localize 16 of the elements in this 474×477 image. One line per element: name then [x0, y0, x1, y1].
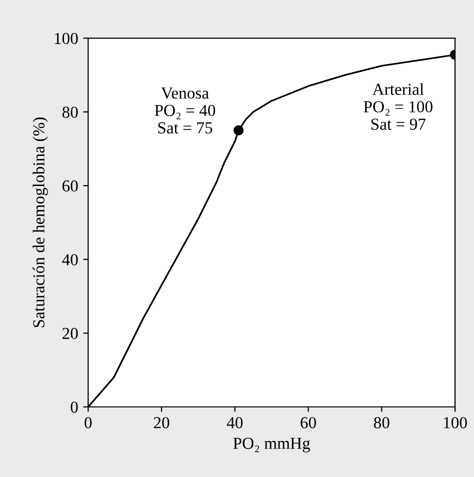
x-tick-label: 100 [444, 417, 467, 428]
x-tick-label: 60 [300, 417, 316, 428]
x-tick-label: 40 [226, 417, 243, 428]
x-axis-title: PO₂ mmHg [233, 438, 310, 452]
annotation: Arterial PO₂ = 100 Sat = 97 [364, 83, 432, 130]
y-tick-label: 20 [62, 328, 78, 340]
y-tick-label: 60 [62, 180, 78, 192]
x-tick-label: 20 [154, 417, 170, 428]
y-axis-title: Saturación de hemoglobina (%) [32, 118, 48, 328]
y-tick-label: 0 [70, 402, 78, 413]
y-tick-label: 80 [62, 106, 78, 118]
y-tick-label: 40 [62, 254, 78, 266]
x-tick-label: 80 [374, 417, 390, 428]
y-tick-label: 100 [54, 32, 78, 44]
annotation: Venosa PO₂ = 40 Sat = 75 [154, 88, 216, 134]
x-tick-label: 0 [84, 417, 92, 428]
